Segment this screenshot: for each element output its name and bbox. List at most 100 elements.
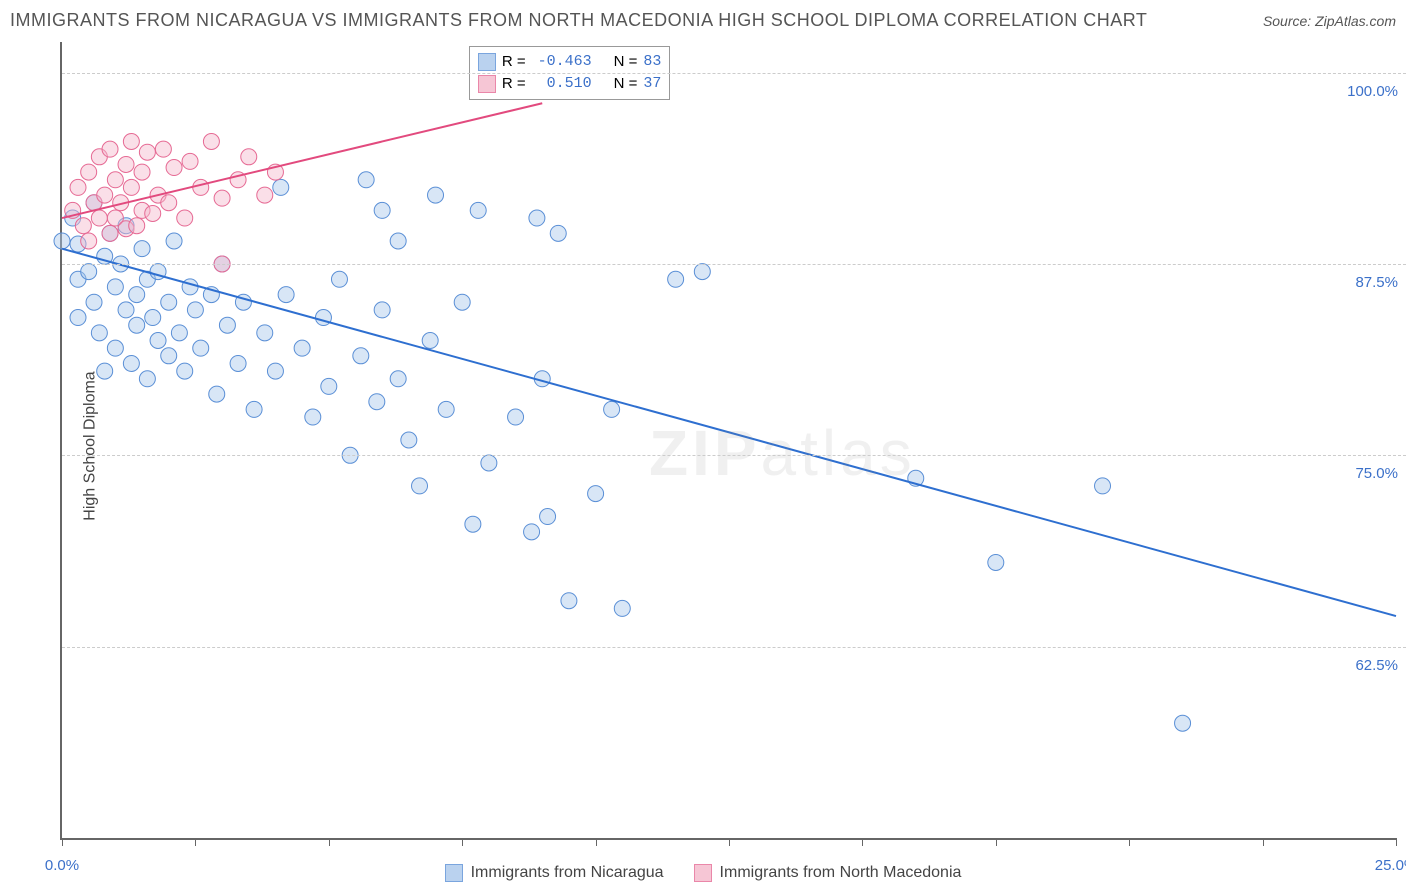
legend-r-prefix: R = — [502, 73, 526, 95]
y-tick-label: 75.0% — [1355, 465, 1398, 482]
scatter-point-nicaragua — [129, 317, 145, 333]
scatter-point-north_macedonia — [134, 164, 150, 180]
scatter-point-nicaragua — [294, 340, 310, 356]
source-prefix: Source: — [1263, 13, 1315, 29]
legend-n-prefix: N = — [614, 73, 638, 95]
scatter-point-nicaragua — [107, 279, 123, 295]
scatter-point-north_macedonia — [155, 141, 171, 157]
scatter-point-north_macedonia — [241, 149, 257, 165]
x-tick — [1263, 838, 1264, 846]
legend-r-value-nicaragua: -0.463 — [532, 51, 592, 73]
scatter-point-north_macedonia — [161, 195, 177, 211]
y-tick-label: 100.0% — [1347, 83, 1398, 100]
scatter-point-north_macedonia — [182, 153, 198, 169]
trend-line-nicaragua — [62, 249, 1396, 616]
scatter-point-north_macedonia — [203, 134, 219, 150]
y-tick-label: 87.5% — [1355, 274, 1398, 291]
title-bar: IMMIGRANTS FROM NICARAGUA VS IMMIGRANTS … — [10, 10, 1396, 31]
x-tick — [596, 838, 597, 846]
scatter-point-north_macedonia — [257, 187, 273, 203]
scatter-point-nicaragua — [123, 355, 139, 371]
x-tick — [996, 838, 997, 846]
scatter-point-nicaragua — [390, 233, 406, 249]
scatter-point-nicaragua — [358, 172, 374, 188]
scatter-point-nicaragua — [1175, 715, 1191, 731]
scatter-point-nicaragua — [668, 271, 684, 287]
scatter-point-north_macedonia — [214, 190, 230, 206]
scatter-point-nicaragua — [1095, 478, 1111, 494]
scatter-point-north_macedonia — [177, 210, 193, 226]
scatter-point-nicaragua — [529, 210, 545, 226]
source-attribution: Source: ZipAtlas.com — [1263, 13, 1396, 29]
scatter-point-nicaragua — [54, 233, 70, 249]
series-label-nicaragua: Immigrants from Nicaragua — [471, 864, 664, 882]
x-tick — [729, 838, 730, 846]
scatter-point-nicaragua — [422, 333, 438, 349]
trend-line-north_macedonia — [62, 103, 542, 218]
scatter-point-nicaragua — [134, 241, 150, 257]
scatter-point-nicaragua — [374, 302, 390, 318]
x-tick — [462, 838, 463, 846]
scatter-point-nicaragua — [97, 363, 113, 379]
scatter-point-nicaragua — [107, 340, 123, 356]
legend-n-value-north_macedonia: 37 — [643, 73, 661, 95]
scatter-point-north_macedonia — [70, 179, 86, 195]
legend-row-north_macedonia: R = 0.510 N = 37 — [478, 73, 662, 95]
scatter-point-nicaragua — [86, 294, 102, 310]
scatter-point-north_macedonia — [123, 134, 139, 150]
scatter-point-north_macedonia — [107, 172, 123, 188]
scatter-point-north_macedonia — [81, 233, 97, 249]
scatter-point-nicaragua — [273, 179, 289, 195]
scatter-point-north_macedonia — [129, 218, 145, 234]
series-swatch-nicaragua — [445, 864, 463, 882]
scatter-point-nicaragua — [267, 363, 283, 379]
chart-title: IMMIGRANTS FROM NICARAGUA VS IMMIGRANTS … — [10, 10, 1147, 31]
scatter-point-nicaragua — [219, 317, 235, 333]
scatter-point-nicaragua — [305, 409, 321, 425]
legend-r-prefix: R = — [502, 51, 526, 73]
scatter-point-nicaragua — [369, 394, 385, 410]
scatter-point-nicaragua — [550, 225, 566, 241]
source-value: ZipAtlas.com — [1315, 13, 1396, 29]
scatter-point-nicaragua — [81, 264, 97, 280]
series-swatch-north_macedonia — [694, 864, 712, 882]
scatter-point-nicaragua — [161, 348, 177, 364]
scatter-plot-area: ZIPatlas R = -0.463N = 83R = 0.510N = 37… — [60, 42, 1396, 840]
scatter-point-nicaragua — [278, 287, 294, 303]
scatter-point-north_macedonia — [139, 144, 155, 160]
scatter-point-nicaragua — [331, 271, 347, 287]
scatter-point-nicaragua — [257, 325, 273, 341]
scatter-point-nicaragua — [454, 294, 470, 310]
legend-row-nicaragua: R = -0.463 N = 83 — [478, 51, 662, 73]
legend-swatch-north_macedonia — [478, 75, 496, 93]
series-label-north_macedonia: Immigrants from North Macedonia — [720, 864, 962, 882]
scatter-point-north_macedonia — [81, 164, 97, 180]
scatter-point-north_macedonia — [123, 179, 139, 195]
scatter-point-nicaragua — [614, 600, 630, 616]
scatter-point-north_macedonia — [91, 210, 107, 226]
scatter-point-nicaragua — [166, 233, 182, 249]
chart-svg — [62, 42, 1396, 838]
scatter-point-north_macedonia — [102, 141, 118, 157]
y-tick-label: 62.5% — [1355, 657, 1398, 674]
legend-n-prefix: N = — [614, 51, 638, 73]
scatter-point-nicaragua — [246, 401, 262, 417]
scatter-point-nicaragua — [171, 325, 187, 341]
scatter-point-north_macedonia — [75, 218, 91, 234]
x-tick — [1129, 838, 1130, 846]
scatter-point-nicaragua — [588, 486, 604, 502]
x-tick — [62, 838, 63, 846]
scatter-point-north_macedonia — [193, 179, 209, 195]
legend-r-value-north_macedonia: 0.510 — [532, 73, 592, 95]
scatter-point-nicaragua — [182, 279, 198, 295]
gridline-h — [62, 73, 1406, 74]
legend-n-value-nicaragua: 83 — [643, 51, 661, 73]
scatter-point-nicaragua — [91, 325, 107, 341]
scatter-point-nicaragua — [187, 302, 203, 318]
scatter-point-north_macedonia — [145, 205, 161, 221]
scatter-point-nicaragua — [481, 455, 497, 471]
scatter-point-nicaragua — [465, 516, 481, 532]
scatter-point-nicaragua — [150, 333, 166, 349]
scatter-point-nicaragua — [177, 363, 193, 379]
scatter-point-nicaragua — [988, 554, 1004, 570]
